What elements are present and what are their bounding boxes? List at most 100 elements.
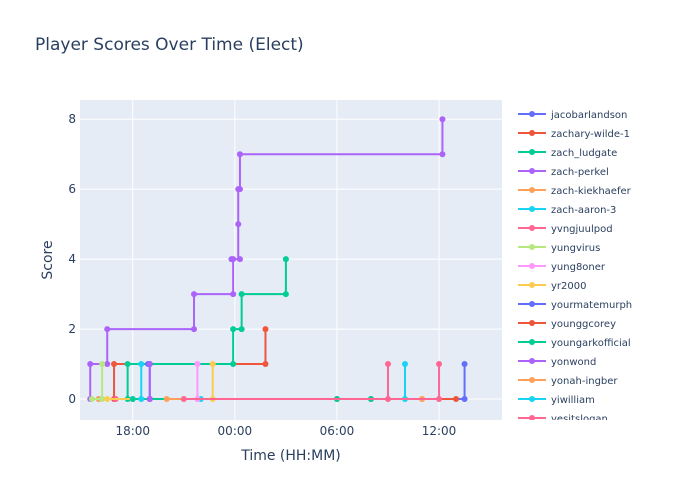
legend[interactable]: jacobarlandson zachary-wilde-1 zach_ludgat… <box>518 110 632 425</box>
legend-label: zachary-wilde-1 <box>551 129 630 140</box>
y-tick-label: 8 <box>68 112 76 126</box>
legend-item-yesitslogan[interactable]: yesitslogan <box>518 414 608 425</box>
legend-label: zach-kiekhaefer <box>551 186 632 197</box>
legend-marker <box>529 168 535 174</box>
x-tick-labels: 18:00 00:00 06:00 12:00 <box>115 424 456 438</box>
legend-marker <box>529 225 535 231</box>
y-tick-labels: 0 2 4 6 8 <box>68 112 76 406</box>
data-point[interactable] <box>238 326 245 333</box>
legend-marker <box>529 244 535 250</box>
legend-marker <box>529 339 535 345</box>
legend-item-zachary-wilde-1[interactable]: zachary-wilde-1 <box>518 129 630 140</box>
data-point[interactable] <box>138 361 145 368</box>
legend-marker <box>529 263 535 269</box>
legend-item-youngarkofficial[interactable]: youngarkofficial <box>518 338 631 349</box>
data-point[interactable] <box>282 291 289 298</box>
data-point[interactable] <box>99 396 106 403</box>
legend-label: youngarkofficial <box>551 338 631 349</box>
x-tick-label: 12:00 <box>422 424 457 438</box>
legend-item-jacobarlandson[interactable]: jacobarlandson <box>518 110 627 121</box>
legend-marker <box>529 187 535 193</box>
data-point[interactable] <box>104 326 111 333</box>
legend-label: yourmatemurph <box>551 300 632 311</box>
data-point[interactable] <box>439 116 446 123</box>
x-tick-label: 00:00 <box>218 424 253 438</box>
legend-item-yr2000[interactable]: yr2000 <box>518 281 586 292</box>
legend-item-yonwond[interactable]: yonwond <box>518 357 596 368</box>
data-point[interactable] <box>436 361 443 368</box>
data-point[interactable] <box>104 396 111 403</box>
chart-title: Player Scores Over Time (Elect) <box>35 35 304 55</box>
data-point[interactable] <box>439 151 446 158</box>
data-point[interactable] <box>104 361 111 368</box>
legend-item-yvngjuulpod[interactable]: yvngjuulpod <box>518 224 613 235</box>
data-point[interactable] <box>87 361 94 368</box>
series-layer <box>87 116 468 403</box>
data-point[interactable] <box>230 291 237 298</box>
data-point[interactable] <box>146 361 153 368</box>
data-point[interactable] <box>191 291 198 298</box>
data-point[interactable] <box>146 396 153 403</box>
data-point[interactable] <box>384 361 391 368</box>
data-point[interactable] <box>236 151 243 158</box>
legend-item-yung8oner[interactable]: yung8oner <box>518 262 606 273</box>
data-point[interactable] <box>194 361 201 368</box>
data-point[interactable] <box>453 396 460 403</box>
legend-marker <box>529 206 535 212</box>
data-point[interactable] <box>235 221 242 228</box>
data-point[interactable] <box>461 396 468 403</box>
legend-item-yungvirus[interactable]: yungvirus <box>518 243 600 254</box>
series-yonwond[interactable] <box>146 361 153 403</box>
data-point[interactable] <box>230 326 237 333</box>
legend-marker <box>529 396 535 402</box>
data-point[interactable] <box>236 186 243 193</box>
legend-label: yesitslogan <box>551 414 608 425</box>
series-yiwilliam[interactable] <box>138 361 145 403</box>
data-point[interactable] <box>191 326 198 333</box>
x-tick-label: 06:00 <box>320 424 355 438</box>
data-point[interactable] <box>88 396 95 403</box>
legend-item-yonah-ingber[interactable]: yonah-ingber <box>518 376 618 387</box>
data-point[interactable] <box>262 361 269 368</box>
data-point[interactable] <box>180 396 187 403</box>
legend-label: zach-perkel <box>551 167 609 178</box>
y-tick-label: 0 <box>68 392 76 406</box>
data-point[interactable] <box>402 361 409 368</box>
data-point[interactable] <box>461 361 468 368</box>
legend-marker <box>529 415 535 420</box>
legend-item-younggcorey[interactable]: younggcorey <box>518 319 616 330</box>
legend-item-zach-aaron-3[interactable]: zach-aaron-3 <box>518 205 616 216</box>
legend-label: yonah-ingber <box>551 376 618 387</box>
series-zach-perkel[interactable] <box>87 116 446 403</box>
data-point[interactable] <box>230 361 237 368</box>
data-point[interactable] <box>129 396 136 403</box>
legend-item-yourmatemurph[interactable]: yourmatemurph <box>518 300 632 311</box>
y-tick-label: 2 <box>68 322 76 336</box>
data-point[interactable] <box>111 361 118 368</box>
data-point[interactable] <box>163 396 170 403</box>
data-point[interactable] <box>236 256 243 263</box>
data-point[interactable] <box>238 291 245 298</box>
legend-marker <box>529 320 535 326</box>
y-tick-label: 6 <box>68 182 76 196</box>
legend-label: yungvirus <box>551 243 600 254</box>
legend-marker <box>529 149 535 155</box>
legend-label: zach_ludgate <box>551 148 617 159</box>
legend-item-yiwilliam[interactable]: yiwilliam <box>518 395 595 406</box>
data-point[interactable] <box>209 361 216 368</box>
data-point[interactable] <box>436 396 443 403</box>
data-point[interactable] <box>228 256 235 263</box>
series-yesitslogan[interactable] <box>180 361 443 403</box>
legend-label: yvngjuulpod <box>551 224 613 235</box>
data-point[interactable] <box>124 361 131 368</box>
data-point[interactable] <box>138 396 145 403</box>
data-point[interactable] <box>262 326 269 333</box>
data-point[interactable] <box>282 256 289 263</box>
legend-item-zach-perkel[interactable]: zach-perkel <box>518 167 609 178</box>
series-yungvirus[interactable] <box>88 361 106 403</box>
legend-item-zach-kiekhaefer[interactable]: zach-kiekhaefer <box>518 186 632 197</box>
legend-item-zach_ludgate[interactable]: zach_ludgate <box>518 148 617 159</box>
data-point[interactable] <box>99 361 106 368</box>
